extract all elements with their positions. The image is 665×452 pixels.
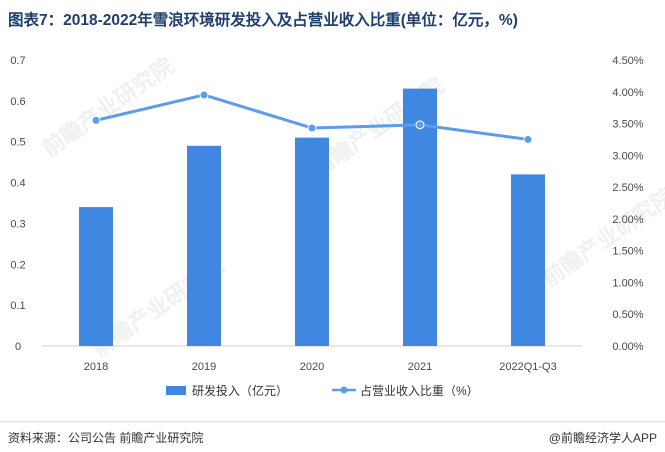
bar (511, 174, 545, 346)
line-point (307, 123, 317, 133)
legend-bar-swatch (166, 386, 186, 395)
bar-series (79, 88, 545, 346)
chart-title: 图表7：2018-2022年雪浪环境研发投入及占营业收入比重(单位：亿元，%) (8, 12, 518, 29)
line-point (523, 134, 533, 144)
y-right-tick-label: 1.00% (612, 277, 643, 289)
y-right-tick-label: 3.00% (612, 150, 643, 162)
legend: 研发投入（亿元） 占营业收入比重（%） (166, 383, 479, 398)
y-right-tick-label: 3.50% (612, 119, 643, 131)
y-right-tick-label: 4.00% (612, 87, 643, 99)
y-right-tick-label: 2.00% (612, 214, 643, 226)
y-left-tick-label: 0.2 (10, 259, 25, 271)
x-tick-label: 2019 (192, 361, 216, 373)
line-point (199, 90, 209, 100)
x-tick-label: 2018 (84, 361, 108, 373)
y-left-tick-label: 0.7 (10, 55, 25, 67)
y-left-tick-label: 0.6 (10, 96, 25, 108)
y-left-tick-label: 0 (15, 341, 21, 353)
y-right-tick-label: 0.00% (612, 341, 643, 353)
axes: 0 0.1 0.2 0.3 0.4 0.5 0.6 0.7 0.00% 0.50% 1.00% 1.5… (10, 55, 643, 373)
x-tick-label: 2021 (408, 361, 432, 373)
legend-bar-label: 研发投入（亿元） (192, 383, 288, 398)
source-text: 资料来源：公司公告 前瞻产业研究院 (8, 431, 204, 445)
line-series (91, 90, 533, 144)
bar (79, 207, 113, 346)
line-point (415, 120, 425, 130)
chart-area: 0 0.1 0.2 0.3 0.4 0.5 0.6 0.7 0.00% 0.50% 1.00% 1.5… (10, 55, 643, 398)
bar (403, 88, 437, 346)
footer: 资料来源：公司公告 前瞻产业研究院 @前瞻经济学人APP (0, 421, 665, 452)
x-tick-label: 2022Q1-Q3 (499, 361, 556, 373)
bar (187, 145, 221, 346)
legend-line-marker (340, 386, 348, 394)
y-right-tick-label: 2.50% (612, 182, 643, 194)
y-right-tick-label: 4.50% (612, 55, 643, 67)
y-right-tick-label: 1.50% (612, 246, 643, 258)
y-right-tick-label: 0.50% (612, 309, 643, 321)
y-left-tick-label: 0.4 (10, 178, 25, 190)
y-left-tick-label: 0.1 (10, 300, 25, 312)
y-left-tick-label: 0.5 (10, 137, 25, 149)
x-tick-label: 2020 (300, 361, 324, 373)
legend-line-label: 占营业收入比重（%） (360, 383, 479, 398)
bar (295, 137, 329, 346)
credit-text: @前瞻经济学人APP (548, 431, 657, 445)
line-path (95, 93, 529, 141)
y-left-tick-label: 0.3 (10, 218, 25, 230)
line-point (91, 115, 101, 125)
